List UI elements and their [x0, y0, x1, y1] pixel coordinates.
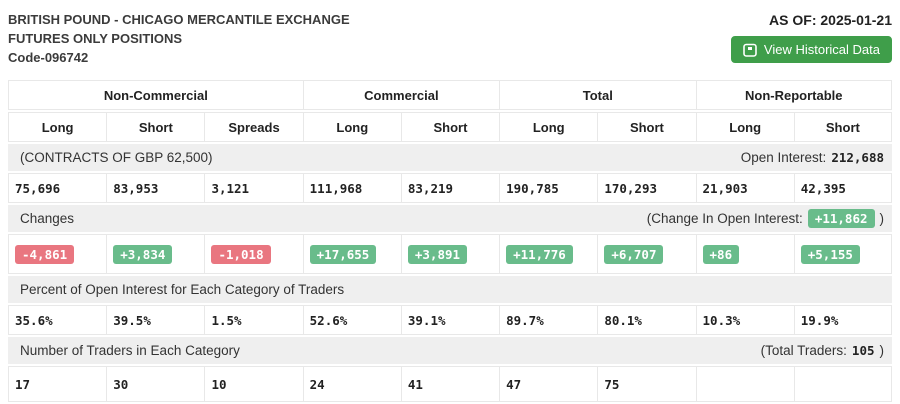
column-header-short: Short — [106, 112, 205, 142]
position-value: 111,968 — [302, 173, 401, 203]
change-badge: -1,018 — [211, 244, 271, 264]
as-of-date: AS OF: 2025-01-21 — [769, 12, 892, 28]
title-block: BRITISH POUND - CHICAGO MERCANTILE EXCHA… — [8, 10, 350, 67]
calendar-icon — [743, 43, 757, 57]
total-traders-value: 105 — [851, 343, 875, 358]
change-badge: +17,655 — [309, 244, 377, 264]
column-header-row: Long Short Spreads Long Short Long Short… — [8, 112, 892, 142]
column-header-long: Long — [302, 112, 401, 142]
percent-value: 19.9% — [793, 305, 892, 335]
percent-value: 39.5% — [106, 305, 205, 335]
change-badge: +3,891 — [407, 244, 468, 264]
group-header-row: Non-Commercial Commercial Total Non-Repo… — [8, 80, 892, 110]
open-interest-label: Open Interest: — [740, 150, 827, 165]
change-badge: +11,776 — [506, 244, 573, 264]
position-value: 75,696 — [8, 173, 107, 203]
group-header-non-commercial: Non-Commercial — [8, 80, 303, 110]
page-header: BRITISH POUND - CHICAGO MERCANTILE EXCHA… — [0, 0, 900, 78]
percent-value: 35.6% — [8, 305, 107, 335]
column-header-short: Short — [597, 112, 696, 142]
positions-row: 75,696 83,953 3,121 111,968 83,219 190,7… — [8, 173, 892, 203]
header-right: AS OF: 2025-01-21 View Historical Data — [730, 10, 892, 63]
traders-label: Number of Traders in Each Category — [20, 343, 240, 358]
change-in-open-interest: (Change In Open Interest: +11,862 ) — [647, 209, 886, 228]
change-oi-prefix: (Change In Open Interest: — [646, 211, 803, 226]
traders-count: 24 — [302, 366, 401, 402]
position-value: 21,903 — [695, 173, 794, 203]
contracts-label: (CONTRACTS OF GBP 62,500) — [20, 150, 213, 165]
percent-value: 39.1% — [400, 305, 500, 335]
contracts-row: (CONTRACTS OF GBP 62,500) Open Interest:… — [8, 144, 892, 171]
traders-count: 47 — [499, 366, 598, 402]
traders-count: 75 — [597, 366, 696, 402]
percent-value: 1.5% — [204, 305, 303, 335]
group-header-non-reportable: Non-Reportable — [695, 80, 892, 110]
change-badge: -4,861 — [15, 244, 75, 264]
total-traders-suffix: ) — [879, 343, 885, 358]
traders-count: 30 — [106, 366, 205, 402]
traders-count — [793, 366, 892, 402]
column-header-short: Short — [793, 112, 892, 142]
traders-row: 17 30 10 24 41 47 75 — [8, 366, 892, 402]
group-header-commercial: Commercial — [302, 80, 500, 110]
traders-count: 10 — [204, 366, 303, 402]
open-interest: Open Interest: 212,688 — [741, 150, 886, 165]
open-interest-value: 212,688 — [831, 150, 884, 165]
position-value: 83,219 — [400, 173, 500, 203]
page-subtitle: FUTURES ONLY POSITIONS — [8, 31, 183, 46]
change-oi-badge: +11,862 — [807, 209, 875, 228]
percent-label: Percent of Open Interest for Each Catego… — [20, 282, 345, 297]
position-value: 190,785 — [499, 173, 598, 203]
traders-count — [695, 366, 794, 402]
percent-value: 52.6% — [302, 305, 401, 335]
percent-value: 80.1% — [597, 305, 696, 335]
page-title: BRITISH POUND - CHICAGO MERCANTILE EXCHA… — [8, 12, 350, 27]
percents-row: 35.6% 39.5% 1.5% 52.6% 39.1% 89.7% 80.1%… — [8, 305, 892, 335]
percent-value: 89.7% — [499, 305, 598, 335]
changes-label: Changes — [20, 211, 75, 226]
view-historical-data-label: View Historical Data — [763, 42, 880, 57]
cot-positions-table: Non-Commercial Commercial Total Non-Repo… — [8, 78, 892, 404]
change-oi-suffix: ) — [879, 211, 885, 226]
position-value: 42,395 — [793, 173, 892, 203]
percent-value: 10.3% — [695, 305, 794, 335]
view-historical-data-button[interactable]: View Historical Data — [730, 36, 892, 63]
column-header-long: Long — [8, 112, 107, 142]
change-badge: +6,707 — [604, 244, 664, 264]
percent-label-row: Percent of Open Interest for Each Catego… — [8, 276, 892, 303]
column-header-long: Long — [499, 112, 598, 142]
position-value: 3,121 — [204, 173, 303, 203]
total-traders-prefix: (Total Traders: — [760, 343, 847, 358]
traders-count: 17 — [8, 366, 107, 402]
column-header-spreads: Spreads — [204, 112, 303, 142]
traders-label-row: Number of Traders in Each Category (Tota… — [8, 337, 892, 364]
group-header-total: Total — [499, 80, 696, 110]
position-value: 170,293 — [597, 173, 696, 203]
total-traders: (Total Traders: 105 ) — [761, 343, 886, 358]
changes-row: -4,861 +3,834 -1,018 +17,655 +3,891 +11,… — [8, 234, 892, 274]
column-header-long: Long — [695, 112, 794, 142]
change-badge: +3,834 — [113, 244, 173, 264]
contract-code: Code-096742 — [8, 50, 89, 65]
position-value: 83,953 — [106, 173, 205, 203]
change-badge: +86 — [702, 244, 740, 264]
change-badge: +5,155 — [800, 244, 860, 264]
changes-label-row: Changes (Change In Open Interest: +11,86… — [8, 205, 892, 232]
traders-count: 41 — [400, 366, 500, 402]
column-header-short: Short — [400, 112, 500, 142]
